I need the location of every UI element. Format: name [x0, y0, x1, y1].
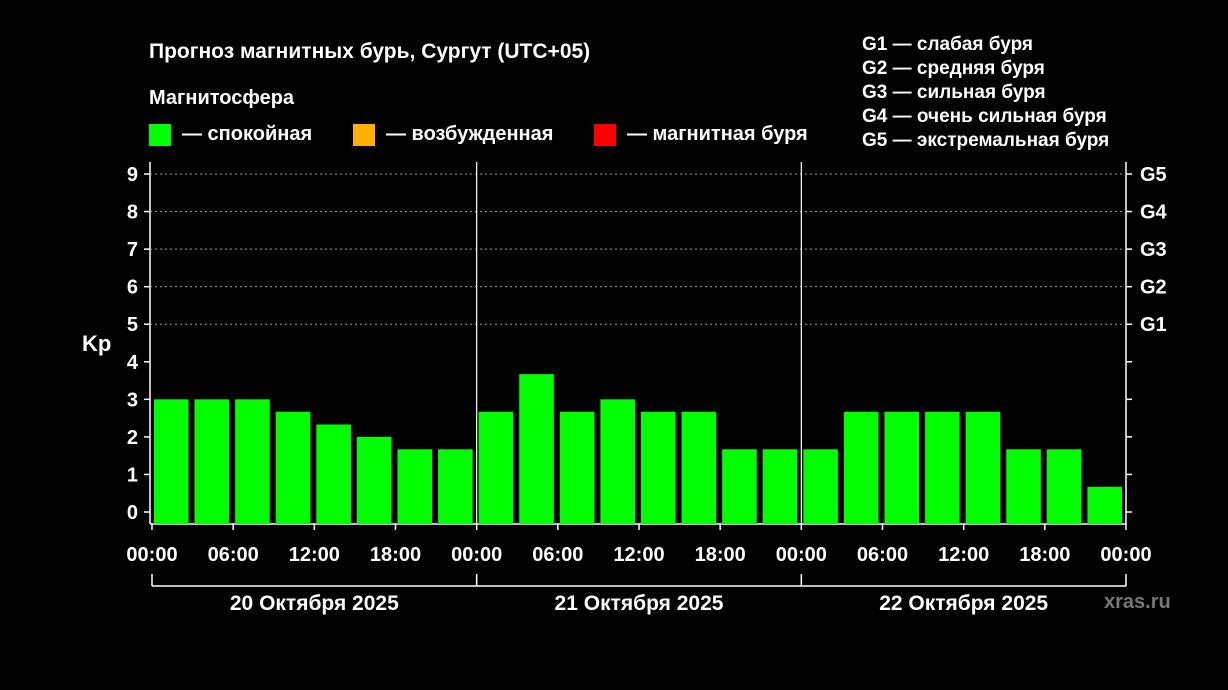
legend-label-storm: — магнитная буря: [627, 123, 808, 145]
kp-bar: [438, 449, 473, 524]
y-tick-label: 4: [127, 352, 139, 374]
kp-bar: [519, 374, 554, 524]
kp-bar: [397, 449, 433, 524]
y-tick-label: 3: [127, 389, 138, 411]
y-tick-label: 8: [127, 202, 138, 224]
kp-bar: [965, 411, 1001, 524]
kp-bar: [1087, 486, 1122, 524]
x-tick-label: 06:00: [857, 544, 908, 566]
storm-legend-g3: G3 — сильная буря: [862, 82, 1046, 103]
x-tick-label: 00:00: [451, 544, 502, 566]
day-label: 20 Октября 2025: [230, 592, 399, 615]
kp-bar: [803, 449, 838, 524]
x-tick-label: 12:00: [938, 544, 989, 566]
kp-bar: [559, 411, 595, 524]
y-tick-label: 6: [127, 277, 138, 299]
storm-level-label: G1: [1140, 314, 1167, 336]
kp-bar: [925, 411, 960, 524]
y-tick-label: 0: [127, 502, 138, 524]
storm-legend-g4: G4 — очень сильная буря: [862, 106, 1107, 127]
legend-swatch-calm: [149, 124, 171, 146]
x-tick-label: 18:00: [695, 544, 746, 566]
kp-bar: [154, 399, 189, 524]
kp-bar: [1046, 449, 1082, 524]
kp-bar: [884, 411, 920, 524]
y-tick-label: 9: [127, 164, 138, 186]
kp-bar: [194, 399, 230, 524]
kp-bar: [722, 449, 757, 524]
legend-swatch-storm: [594, 124, 616, 146]
storm-level-label: G5: [1140, 164, 1167, 186]
x-tick-label: 18:00: [1019, 544, 1070, 566]
legend-label-calm: — спокойная: [182, 123, 313, 145]
x-tick-label: 06:00: [532, 544, 583, 566]
kp-bar: [275, 411, 311, 524]
kp-bar: [356, 436, 392, 524]
legend-title: Магнитосфера: [149, 87, 295, 109]
kp-bar: [843, 411, 879, 524]
x-tick-label: 00:00: [776, 544, 827, 566]
kp-bar: [681, 411, 717, 524]
storm-legend-g1: G1 — слабая буря: [862, 34, 1034, 55]
day-label: 22 Октября 2025: [879, 592, 1048, 615]
x-tick-label: 18:00: [370, 544, 421, 566]
storm-level-label: G2: [1140, 277, 1167, 299]
kp-bar: [478, 411, 514, 524]
legend-swatch-excited: [353, 124, 375, 146]
day-label: 21 Октября 2025: [555, 592, 724, 615]
x-tick-label: 00:00: [126, 544, 177, 566]
x-tick-label: 12:00: [613, 544, 664, 566]
y-axis-label: Kp: [82, 331, 112, 356]
watermark: xras.ru: [1104, 591, 1171, 613]
x-tick-label: 00:00: [1100, 544, 1151, 566]
kp-bar: [235, 399, 270, 524]
x-tick-label: 12:00: [289, 544, 340, 566]
y-tick-label: 5: [127, 314, 138, 336]
storm-level-label: G3: [1140, 239, 1167, 261]
y-tick-label: 2: [127, 427, 138, 449]
legend-label-excited: — возбужденная: [386, 123, 554, 145]
chart-title: Прогноз магнитных бурь, Сургут (UTC+05): [149, 40, 591, 63]
x-tick-label: 06:00: [208, 544, 259, 566]
y-tick-label: 7: [127, 239, 138, 261]
kp-bar: [762, 449, 798, 524]
storm-legend-g2: G2 — средняя буря: [862, 58, 1045, 79]
kp-bar: [600, 399, 635, 524]
storm-level-label: G4: [1140, 202, 1168, 224]
kp-bar: [641, 411, 676, 524]
y-tick-label: 1: [127, 464, 138, 486]
storm-legend-g5: G5 — экстремальная буря: [862, 130, 1110, 151]
kp-bar: [316, 424, 351, 524]
kp-bar: [1006, 449, 1041, 524]
